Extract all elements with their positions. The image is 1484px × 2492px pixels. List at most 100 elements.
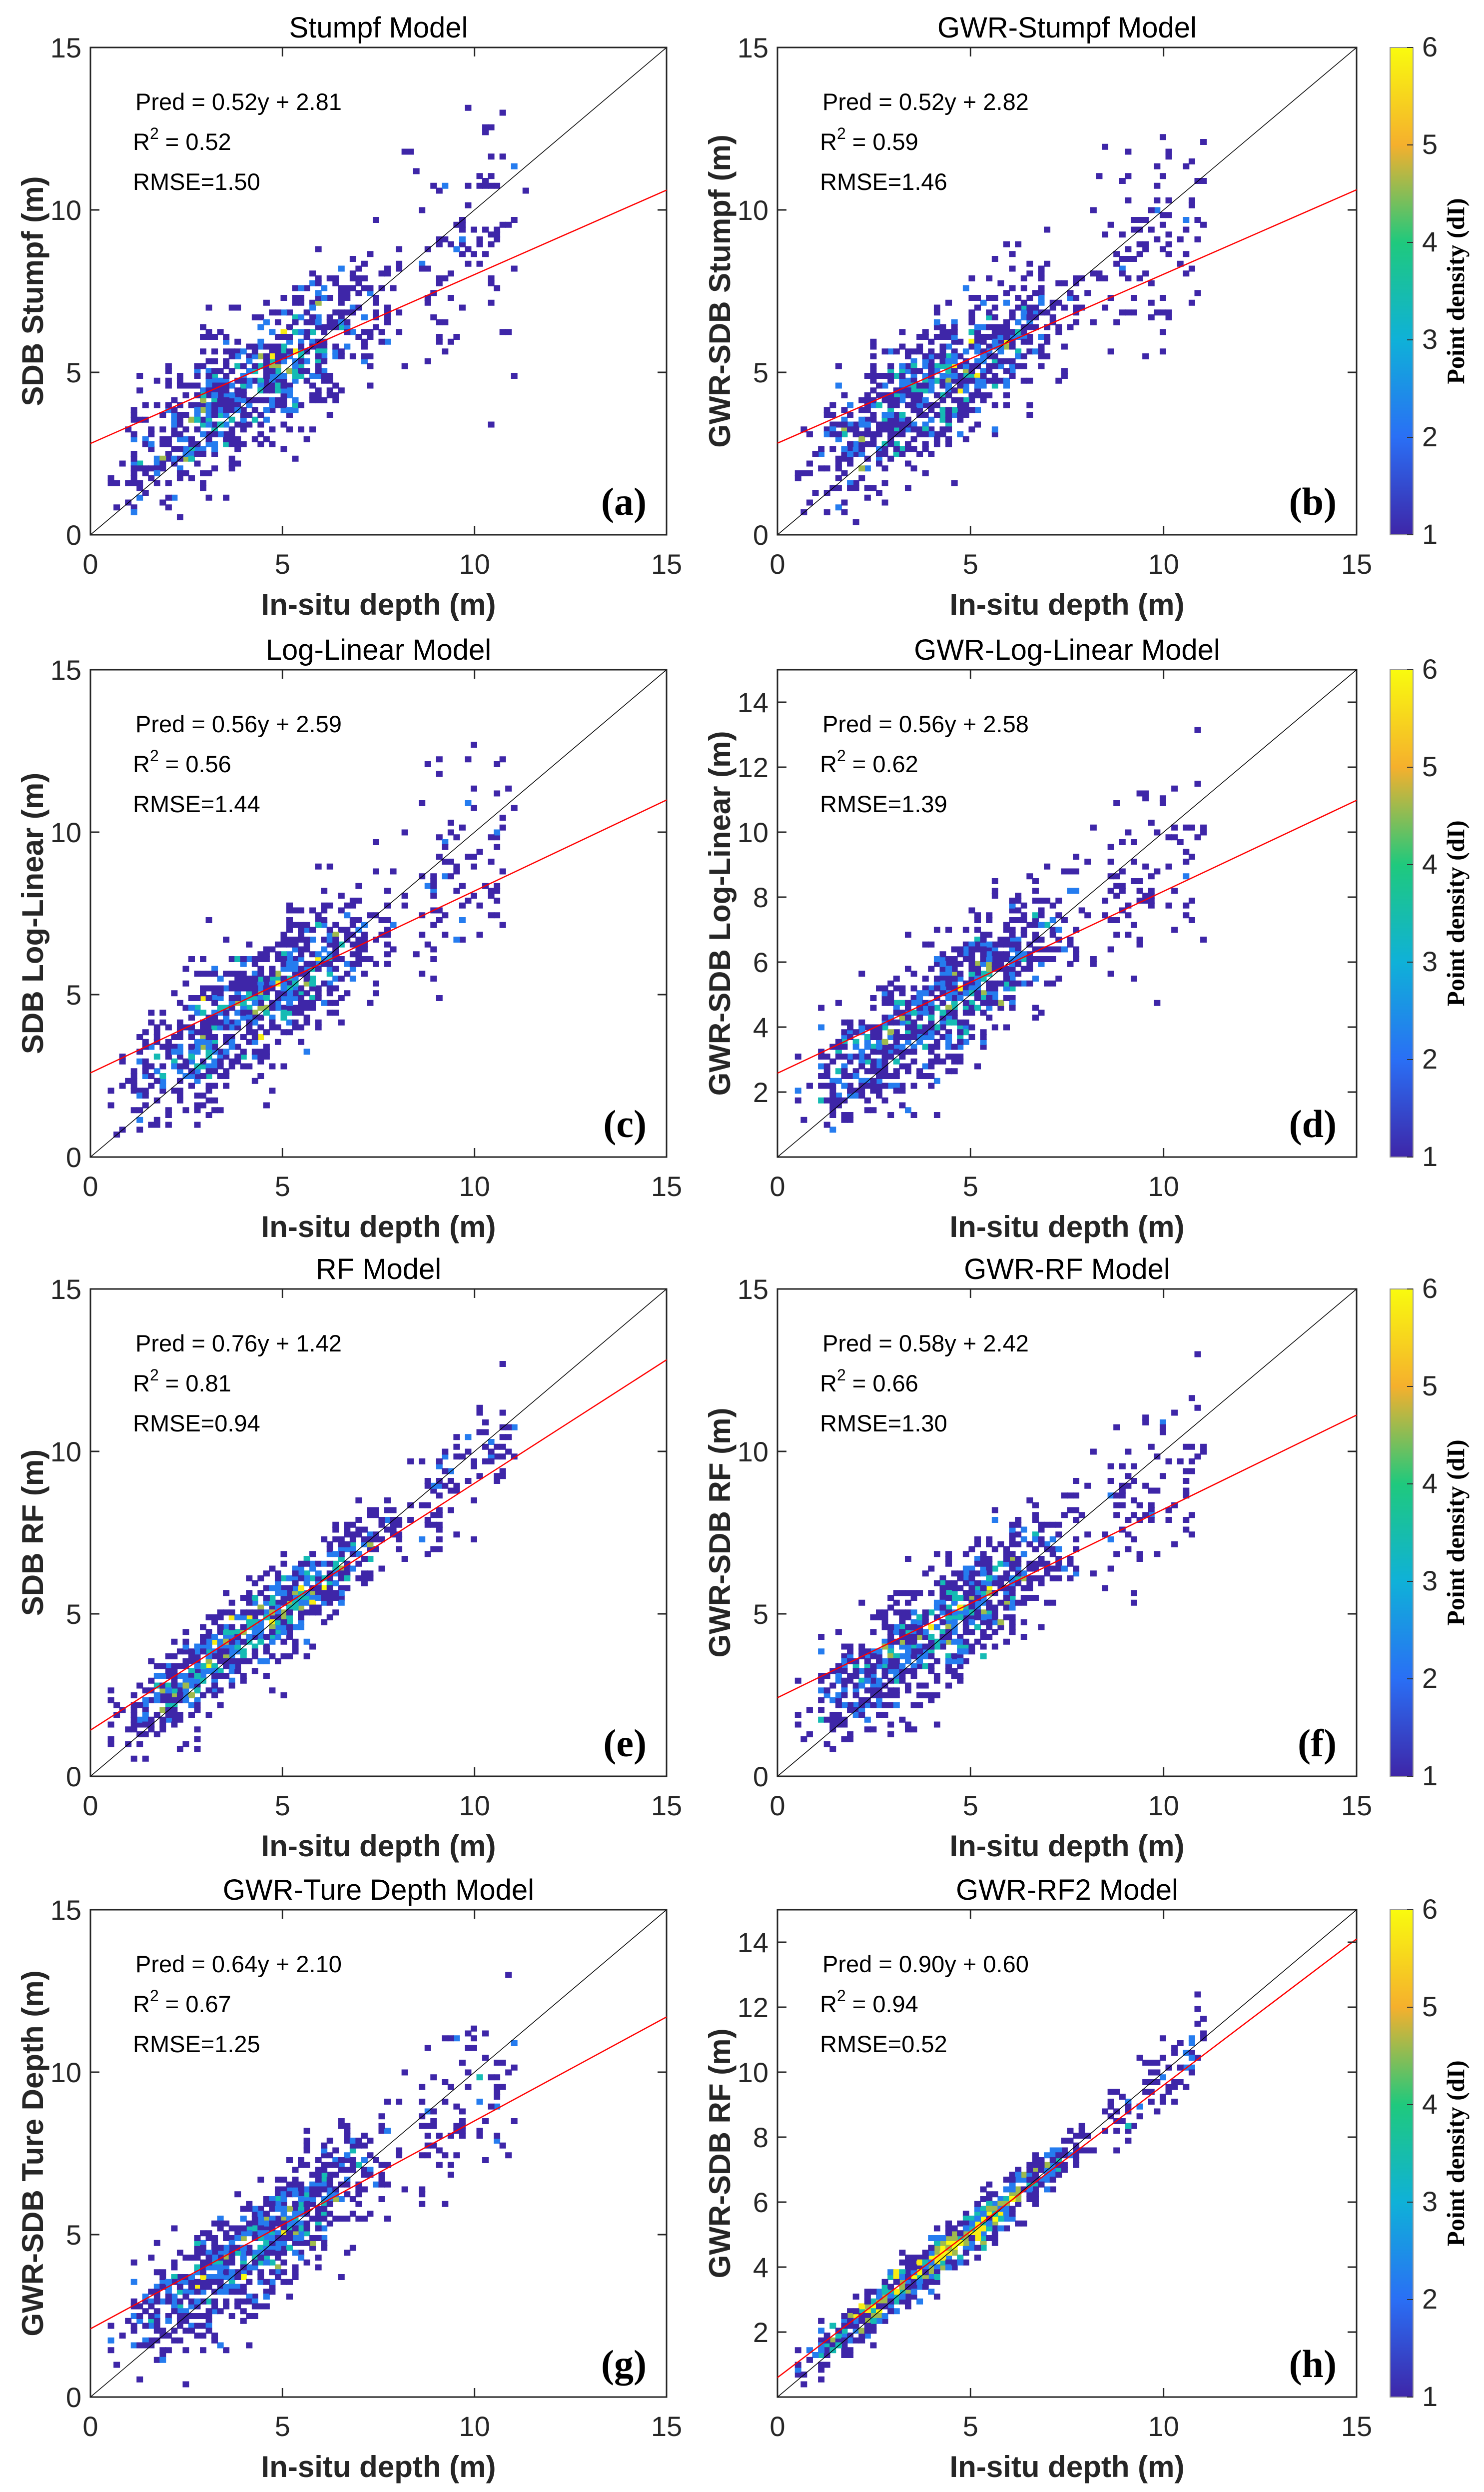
density-cell <box>430 956 437 962</box>
density-cell <box>361 358 368 364</box>
density-cell <box>476 1409 483 1416</box>
density-cell <box>436 1463 443 1469</box>
density-cell <box>263 436 270 442</box>
density-cell <box>945 971 952 977</box>
density-cell <box>234 2230 241 2237</box>
density-cell <box>315 1560 322 1567</box>
density-cell <box>240 377 247 384</box>
density-cell <box>188 2298 195 2305</box>
density-cell <box>968 1024 975 1031</box>
density-cell <box>303 1556 310 1562</box>
density-cell <box>1067 961 1074 967</box>
density-cell <box>326 2186 333 2193</box>
density-cell <box>1026 1595 1033 1601</box>
density-cell <box>269 1653 276 1659</box>
density-cell <box>951 319 958 325</box>
density-cell <box>326 2220 333 2227</box>
density-cell <box>1044 956 1051 962</box>
density-cell <box>858 436 865 442</box>
density-cell <box>1183 270 1190 277</box>
density-cell <box>916 1634 923 1640</box>
density-cell <box>962 1005 969 1011</box>
density-cell <box>1020 314 1027 320</box>
density-cell <box>1032 309 1039 316</box>
density-cell <box>280 295 287 301</box>
density-cell <box>251 2206 258 2212</box>
density-cell <box>355 275 362 281</box>
density-cell <box>957 1595 964 1601</box>
density-cell <box>881 421 888 428</box>
density-cell <box>269 441 276 447</box>
density-cell <box>326 1614 333 1620</box>
density-cell <box>401 2186 408 2193</box>
density-cell <box>1102 143 1109 150</box>
density-cell <box>200 2347 207 2354</box>
density-cell <box>1032 1015 1039 1021</box>
density-cell <box>962 990 969 997</box>
density-cell <box>130 451 137 457</box>
density-cell <box>1038 2157 1045 2163</box>
density-cell <box>893 412 900 418</box>
density-cell <box>841 416 848 423</box>
density-cell <box>211 441 218 447</box>
density-cell <box>847 1112 854 1118</box>
density-cell <box>269 980 276 987</box>
density-cell <box>217 412 224 418</box>
density-cell <box>841 1029 848 1036</box>
density-cell <box>847 2313 854 2319</box>
density-cell <box>899 329 906 335</box>
density-cell <box>997 2211 1004 2217</box>
density-cell <box>933 353 940 359</box>
density-cell <box>280 995 287 1001</box>
density-cell <box>188 2255 195 2261</box>
density-cell <box>240 971 247 977</box>
density-cell <box>321 2216 328 2222</box>
density-cell <box>361 285 368 291</box>
density-cell <box>251 1629 258 1635</box>
density-cell <box>881 1015 888 1021</box>
density-cell <box>326 1551 333 1557</box>
density-cell <box>130 2259 137 2266</box>
density-cell <box>835 1702 842 1708</box>
density-cell <box>349 285 356 291</box>
density-cell <box>968 343 975 350</box>
density-cell <box>1026 1580 1033 1586</box>
density-cell <box>344 324 351 330</box>
density-cell <box>818 2337 825 2344</box>
density-cell <box>125 1078 132 1084</box>
density-cell <box>321 2152 328 2159</box>
density-cell <box>286 348 293 355</box>
density-cell <box>292 990 299 997</box>
density-cell <box>228 407 235 413</box>
density-cell <box>205 1049 212 1055</box>
density-cell <box>1200 1443 1207 1450</box>
density-cell <box>263 1609 270 1616</box>
density-cell <box>1073 1570 1080 1577</box>
density-cell <box>321 358 328 364</box>
density-cell <box>928 1034 935 1040</box>
density-cell <box>1107 946 1114 953</box>
density-cell <box>1009 251 1016 257</box>
density-cell <box>344 1575 351 1581</box>
density-cell <box>344 2128 351 2134</box>
density-cell <box>858 416 865 423</box>
density-cell <box>211 2337 218 2344</box>
density-cell <box>442 844 449 850</box>
density-cell <box>286 368 293 374</box>
density-cell <box>194 382 201 389</box>
density-cell <box>447 820 454 826</box>
density-cell <box>148 465 155 472</box>
density-cell <box>997 961 1004 967</box>
density-cell <box>957 1643 964 1650</box>
density-cell <box>263 1044 270 1050</box>
density-cell <box>904 363 911 369</box>
density-cell <box>263 358 270 364</box>
density-cell <box>488 275 495 281</box>
density-cell <box>806 431 813 437</box>
density-cell <box>309 304 316 311</box>
density-cell <box>1188 299 1195 306</box>
density-cell <box>176 1746 183 1752</box>
density-cell <box>246 2250 253 2256</box>
density-cell <box>384 1526 391 1533</box>
density-cell <box>858 431 865 437</box>
